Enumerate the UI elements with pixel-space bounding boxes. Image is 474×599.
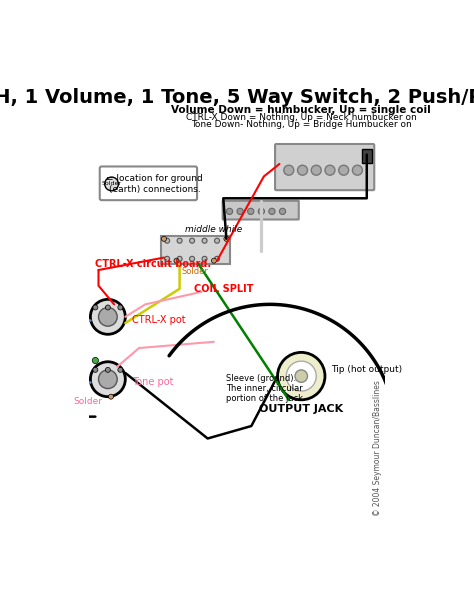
Text: HSH, 1 Volume, 1 Tone, 5 Way Switch, 2 Push/Pull: HSH, 1 Volume, 1 Tone, 5 Way Switch, 2 P… — [0, 87, 474, 107]
Text: Solder: Solder — [101, 181, 122, 186]
Text: Volume Down = humbucker, Up = single coil: Volume Down = humbucker, Up = single coi… — [172, 105, 431, 114]
Circle shape — [99, 307, 117, 326]
Circle shape — [174, 258, 179, 263]
Circle shape — [224, 237, 229, 241]
Circle shape — [278, 352, 325, 400]
Text: Sleeve (ground).
The inner, circular
portion of the jack: Sleeve (ground). The inner, circular por… — [227, 374, 303, 404]
Circle shape — [93, 367, 98, 373]
Bar — [362, 149, 372, 163]
Circle shape — [91, 362, 125, 397]
Circle shape — [190, 238, 194, 243]
Circle shape — [247, 208, 254, 214]
Circle shape — [105, 367, 110, 373]
Circle shape — [190, 256, 194, 261]
Circle shape — [211, 258, 217, 263]
Text: = location for ground
(earth) connections.: = location for ground (earth) connection… — [106, 174, 203, 193]
Text: CTRL-X pot: CTRL-X pot — [132, 315, 185, 325]
Circle shape — [177, 238, 182, 243]
Circle shape — [284, 165, 294, 175]
Text: © 2004 Seymour Duncan/Basslines: © 2004 Seymour Duncan/Basslines — [374, 380, 383, 516]
Circle shape — [202, 238, 207, 243]
Circle shape — [325, 165, 335, 175]
Text: Tone pot: Tone pot — [132, 377, 173, 388]
Circle shape — [99, 370, 117, 389]
Circle shape — [269, 208, 275, 214]
Circle shape — [339, 165, 349, 175]
Text: middle while: middle while — [185, 225, 243, 234]
FancyBboxPatch shape — [223, 201, 299, 219]
Circle shape — [109, 394, 113, 399]
Text: CTRL-X circuit board.: CTRL-X circuit board. — [95, 259, 211, 269]
Circle shape — [105, 305, 110, 310]
Bar — [161, 236, 229, 264]
Circle shape — [215, 256, 219, 261]
Circle shape — [162, 237, 166, 241]
Text: CTRL-X Down = Nothing, Up = Neck humbucker on: CTRL-X Down = Nothing, Up = Neck humbuck… — [186, 113, 417, 122]
Circle shape — [215, 238, 219, 243]
Circle shape — [227, 208, 233, 214]
Text: COIL SPLIT: COIL SPLIT — [193, 284, 253, 294]
FancyBboxPatch shape — [275, 144, 374, 190]
FancyBboxPatch shape — [100, 167, 197, 200]
Text: Tone Down- Nothing, Up = Bridge Humbucker on: Tone Down- Nothing, Up = Bridge Humbucke… — [191, 120, 411, 129]
Circle shape — [311, 165, 321, 175]
Circle shape — [353, 165, 363, 175]
Circle shape — [177, 256, 182, 261]
Circle shape — [237, 208, 243, 214]
Circle shape — [164, 238, 170, 243]
Circle shape — [93, 305, 98, 310]
Circle shape — [298, 165, 308, 175]
Text: Tip (hot output): Tip (hot output) — [331, 365, 402, 374]
Circle shape — [295, 370, 308, 382]
Text: Solder: Solder — [73, 397, 102, 406]
Circle shape — [91, 300, 125, 334]
Circle shape — [202, 256, 207, 261]
Circle shape — [118, 367, 123, 373]
Text: Solder: Solder — [182, 267, 209, 276]
Circle shape — [286, 361, 316, 391]
Circle shape — [92, 358, 99, 364]
Circle shape — [258, 208, 264, 214]
Text: OUTPUT JACK: OUTPUT JACK — [259, 404, 343, 413]
Circle shape — [118, 305, 123, 310]
Circle shape — [105, 177, 118, 191]
Circle shape — [280, 208, 286, 214]
Circle shape — [164, 256, 170, 261]
